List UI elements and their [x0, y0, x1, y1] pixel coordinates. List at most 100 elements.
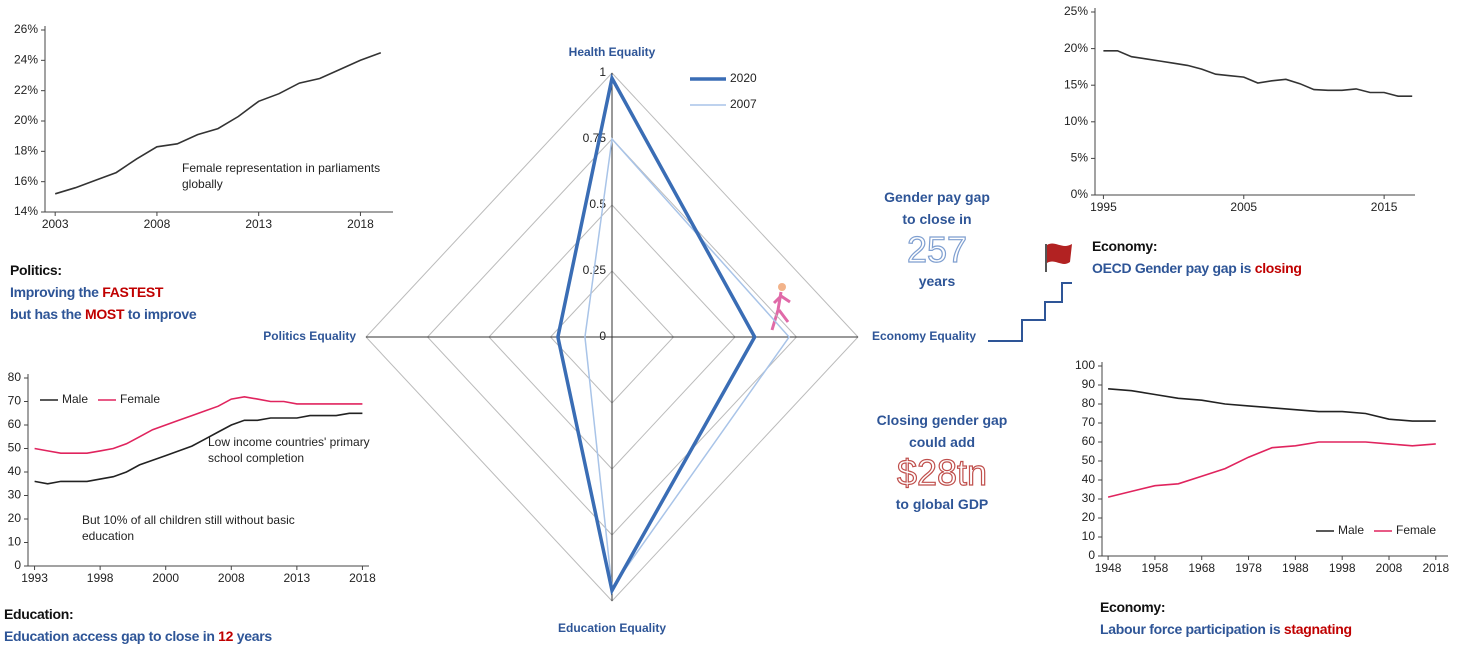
legend-label: 2007	[730, 97, 757, 111]
annotation: Low income countries' primary school com…	[208, 435, 370, 465]
x-tick-label: 2008	[1376, 561, 1403, 575]
caption-emphasis: FASTEST	[102, 284, 164, 300]
callout-text: years	[918, 273, 956, 289]
r-tick-label: 0.75	[583, 131, 607, 145]
legend-label: Male	[1338, 523, 1364, 537]
y-tick-label: 40	[1082, 472, 1096, 486]
x-tick-label: 1993	[21, 571, 48, 585]
x-tick-label: 2013	[284, 571, 311, 585]
runner-head	[778, 283, 786, 291]
caption-line: Labour force participation is stagnating	[1100, 618, 1352, 640]
series-line	[1107, 441, 1436, 498]
x-tick-label: 1998	[87, 571, 114, 585]
caption-emphasis: MOST	[84, 306, 125, 322]
y-tick-label: 10	[8, 535, 22, 549]
caption-text: Improving the	[10, 284, 103, 300]
x-tick-label: 1968	[1188, 561, 1215, 575]
series-line	[34, 395, 363, 454]
economy-pay-caption: Economy: OECD Gender pay gap is closing	[1092, 235, 1302, 279]
y-tick-label: 0	[1088, 548, 1095, 562]
caption-heading: Education:	[4, 606, 74, 622]
radar-series	[556, 73, 757, 596]
axis-label: Health Equality	[569, 45, 656, 59]
x-tick-label: 1948	[1095, 561, 1122, 575]
caption-emphasis: 12	[218, 628, 234, 644]
caption-emphasis: closing	[1254, 260, 1302, 276]
x-tick-label: 1998	[1329, 561, 1356, 575]
caption-text: but has the	[10, 306, 85, 322]
axis-label: Economy Equality	[872, 329, 976, 343]
y-tick-label: 0	[14, 558, 21, 572]
steps	[988, 282, 1072, 342]
callout-text: could add	[908, 434, 976, 450]
callout-text: Closing gender gap	[876, 412, 1008, 428]
y-tick-label: 20%	[14, 113, 38, 127]
y-tick-label: 10%	[1064, 114, 1088, 128]
callout-number: 257	[906, 229, 968, 270]
y-tick-label: 40	[8, 464, 22, 478]
series-line	[34, 412, 363, 485]
x-tick-label: 1995	[1090, 200, 1117, 214]
axis-label: Education Equality	[558, 621, 666, 635]
x-tick-label: 2018	[347, 217, 374, 231]
pay-gap-callout: Gender pay gap to close in 257 years	[852, 186, 1022, 292]
y-tick-label: 20	[8, 511, 22, 525]
y-tick-label: 15%	[1064, 77, 1088, 91]
y-tick-label: 10	[1082, 529, 1096, 543]
y-tick-label: 18%	[14, 144, 38, 158]
y-tick-label: 20%	[1064, 41, 1088, 55]
x-tick-label: 2005	[1230, 200, 1257, 214]
caption-text: to improve	[124, 306, 197, 322]
annotation: Female representation in parliaments glo…	[182, 161, 381, 191]
y-tick-label: 60	[8, 417, 22, 431]
r-tick-label: 1	[599, 65, 606, 79]
annotation: But 10% of all children still without ba…	[82, 513, 295, 543]
legend-label: Female	[1396, 523, 1436, 537]
x-tick-label: 1978	[1235, 561, 1262, 575]
series-line	[54, 52, 382, 195]
callout-text: to global GDP	[895, 496, 989, 512]
x-tick-label: 1988	[1282, 561, 1309, 575]
y-tick-label: 20	[1082, 510, 1096, 524]
flag	[1047, 243, 1072, 264]
y-tick-label: 80	[8, 370, 22, 384]
y-tick-label: 0%	[1071, 187, 1089, 201]
y-tick-label: 25%	[1064, 4, 1088, 18]
caption-text: Education access gap to close in	[4, 628, 219, 644]
x-tick-label: 2018	[1422, 561, 1449, 575]
economy-labour-caption: Economy: Labour force participation is s…	[1100, 596, 1352, 640]
caption-heading: Economy:	[1100, 599, 1166, 615]
y-tick-label: 30	[1082, 491, 1096, 505]
caption-line: but has the MOST to improve	[10, 303, 197, 325]
caption-line: Education access gap to close in 12 year…	[4, 625, 272, 647]
caption-line: Improving the FASTEST	[10, 281, 196, 303]
y-tick-label: 50	[8, 441, 22, 455]
caption-heading: Economy:	[1092, 238, 1158, 254]
caption-emphasis: stagnating	[1283, 621, 1352, 637]
runner-body	[770, 291, 791, 331]
x-tick-label: 2008	[218, 571, 245, 585]
y-tick-label: 24%	[14, 53, 38, 67]
axis-label: Politics Equality	[263, 329, 356, 343]
callout-text: Gender pay gap	[884, 189, 990, 205]
caption-line: OECD Gender pay gap is closing	[1092, 257, 1302, 279]
caption-text: years	[233, 628, 272, 644]
x-tick-label: 2000	[152, 571, 179, 585]
caption-text: Labour force participation is	[1100, 621, 1284, 637]
r-tick-label: 0	[599, 329, 606, 343]
y-tick-label: 60	[1082, 434, 1096, 448]
y-tick-label: 22%	[14, 83, 38, 97]
politics-caption: Politics: Improving the FASTEST but has …	[10, 259, 197, 325]
x-tick-label: 2003	[42, 217, 69, 231]
x-tick-label: 1958	[1142, 561, 1169, 575]
legend-label: Female	[120, 392, 160, 406]
y-tick-label: 90	[1082, 377, 1096, 391]
series-line	[1108, 388, 1436, 422]
y-tick-label: 26%	[14, 22, 38, 36]
y-tick-label: 70	[8, 394, 22, 408]
callout-text: to close in	[902, 211, 972, 227]
caption-text: OECD Gender pay gap is	[1092, 260, 1255, 276]
callout-number: $28tn	[896, 452, 988, 493]
